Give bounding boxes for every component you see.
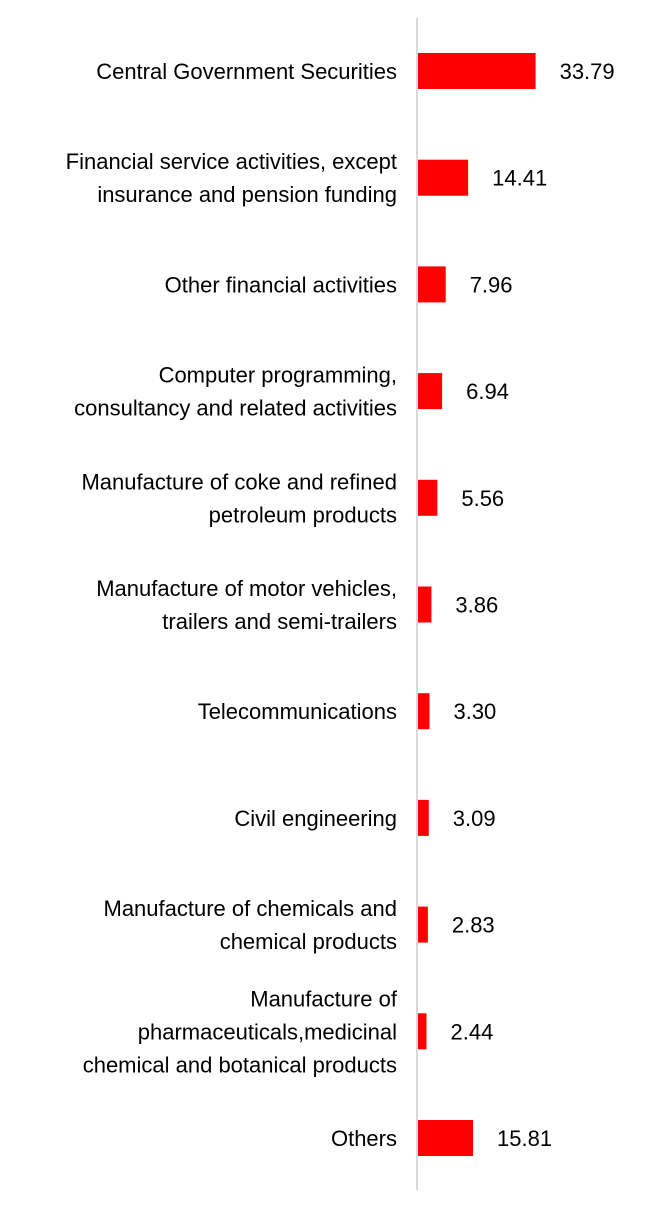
value-label: 33.79 bbox=[560, 59, 615, 84]
bar bbox=[418, 1120, 474, 1156]
bar bbox=[418, 906, 428, 943]
category-label: Computer programming, consultancy and rel… bbox=[74, 363, 397, 421]
category-label: Others bbox=[331, 1126, 397, 1151]
value-label: 15.81 bbox=[497, 1126, 552, 1151]
category-label-line: Financial service activities, except bbox=[66, 149, 397, 174]
value-label: 2.83 bbox=[452, 913, 495, 938]
bar bbox=[418, 799, 429, 836]
bar bbox=[418, 693, 430, 730]
category-label: Central Government Securities bbox=[96, 59, 397, 84]
value-label: 3.30 bbox=[453, 699, 496, 724]
category-label-line: petroleum products bbox=[209, 502, 397, 527]
category-label-line: Civil engineering bbox=[234, 806, 397, 831]
category-label: Civil engineering bbox=[234, 806, 397, 831]
category-label: Manufacture of motor vehicles, trailers a… bbox=[96, 576, 397, 634]
category-label-line: pharmaceuticals,medicinal bbox=[138, 1019, 397, 1044]
category-labels-group: Central Government Securities Financial s… bbox=[66, 59, 398, 1151]
category-label-line: Manufacture of bbox=[250, 986, 398, 1011]
value-label: 14.41 bbox=[492, 166, 547, 191]
category-label-line: Other financial activities bbox=[165, 272, 397, 297]
category-label-line: Manufacture of chemicals and bbox=[104, 896, 398, 921]
bar bbox=[418, 159, 469, 196]
category-label-line: Telecommunications bbox=[198, 699, 397, 724]
category-label: Other financial activities bbox=[165, 272, 397, 297]
bar bbox=[418, 266, 446, 303]
value-label: 6.94 bbox=[466, 379, 509, 404]
category-label-line: Others bbox=[331, 1126, 397, 1151]
category-label: Manufacture of coke and refined petroleum… bbox=[81, 469, 397, 527]
category-label: Manufacture of chemicals and chemical pro… bbox=[104, 896, 398, 954]
value-label: 2.44 bbox=[450, 1019, 493, 1044]
category-label-line: chemical products bbox=[220, 929, 397, 954]
bars-group bbox=[418, 53, 536, 1156]
category-label-line: trailers and semi-trailers bbox=[162, 609, 397, 634]
category-label-line: consultancy and related activities bbox=[74, 396, 397, 421]
bar bbox=[418, 373, 443, 410]
category-label: Manufacture of pharmaceuticals,medicinal c… bbox=[83, 986, 398, 1077]
value-label: 7.96 bbox=[470, 272, 513, 297]
value-label: 3.86 bbox=[455, 593, 498, 618]
category-label-line: Manufacture of motor vehicles, bbox=[96, 576, 397, 601]
bar bbox=[418, 1013, 427, 1050]
category-label: Telecommunications bbox=[198, 699, 397, 724]
bar bbox=[418, 479, 438, 516]
category-label-line: chemical and botanical products bbox=[83, 1052, 397, 1077]
value-label: 5.56 bbox=[461, 486, 504, 511]
category-label-line: Manufacture of coke and refined bbox=[81, 469, 397, 494]
category-label-line: Computer programming, bbox=[159, 363, 397, 388]
bar bbox=[418, 586, 432, 623]
value-labels-group: 33.79 14.41 7.96 6.94 5.56 3.86 3.30 3.09 2.83 2.… bbox=[450, 59, 614, 1151]
bar bbox=[418, 53, 536, 89]
category-label-line: insurance and pension funding bbox=[97, 182, 397, 207]
category-label-line: Central Government Securities bbox=[96, 59, 397, 84]
value-label: 3.09 bbox=[453, 806, 496, 831]
category-label: Financial service activities, except insu… bbox=[66, 149, 397, 207]
